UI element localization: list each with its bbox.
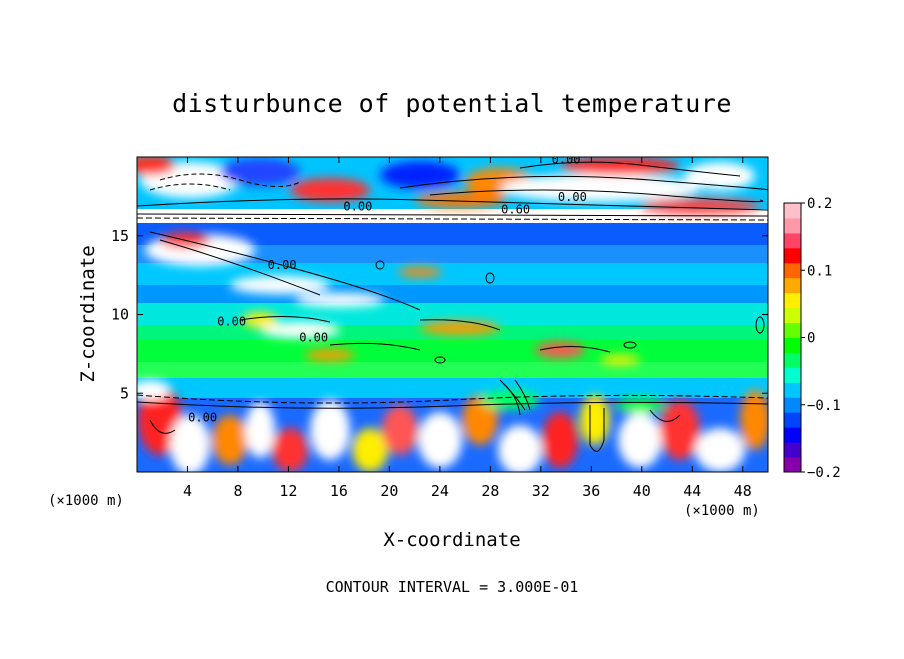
colorbar-swatch (784, 277, 801, 294)
colorbar-swatch (784, 203, 801, 219)
x-tick-label: 32 (532, 482, 550, 500)
contour-label: 0.00 (558, 190, 587, 204)
contour-label: 0.00 (343, 200, 372, 214)
x-tick-label: 44 (683, 482, 701, 500)
colorbar-ticks: 0.2 0.1 0 −0.1 −0.2 (801, 196, 841, 481)
colorbar (784, 203, 801, 473)
x-tick-label: 16 (330, 482, 348, 500)
colorbar-swatch (784, 397, 801, 413)
colorbar-swatch (784, 247, 801, 264)
x-tick-label: 24 (431, 482, 449, 500)
x-tick-label: 4 (183, 482, 192, 500)
contour-label: 0.00 (188, 411, 217, 425)
contour-label: 0.00 (552, 152, 581, 166)
contour-label: 0.00 (268, 258, 297, 272)
x-tick-label: 40 (633, 482, 651, 500)
colorbar-swatch (784, 307, 801, 324)
colorbar-tick-label: −0.1 (807, 398, 841, 414)
x-tick-label: 20 (380, 482, 398, 500)
x-tick-label: 8 (233, 482, 242, 500)
colorbar-tick-label: 0 (807, 331, 815, 347)
turbulence-patches (137, 157, 768, 472)
colorbar-swatch (784, 382, 801, 398)
colorbar-swatch (784, 322, 801, 338)
colorbar-swatch (784, 457, 801, 473)
contour-label: 0.00 (299, 330, 328, 344)
contour-lines (137, 161, 768, 452)
colorbar-swatch (784, 217, 801, 234)
plot-area: 0.00 0.00 0.60 0.00 0.00 0.00 0.00 0.00 (137, 152, 768, 472)
y-axis-title: Z-coordinate (77, 245, 99, 382)
contour-label: 0.60 (501, 203, 530, 217)
y-tick-label: 15 (111, 227, 129, 245)
colorbar-swatch (784, 292, 801, 309)
x-axis-title: X-coordinate (383, 529, 520, 551)
x-tick-label: 48 (734, 482, 752, 500)
contour-interval-note: CONTOUR INTERVAL = 3.000E-01 (326, 578, 579, 596)
colorbar-swatch (784, 352, 801, 368)
contour-labels: 0.00 0.00 0.60 0.00 0.00 0.00 0.00 0.00 (188, 152, 587, 425)
x-unit-label-left: (×1000 m) (48, 493, 124, 509)
y-axis-ticks: 5 10 15 (111, 227, 768, 402)
chart-title: disturbunce of potential temperature (172, 89, 732, 118)
colorbar-swatch (784, 412, 801, 428)
contour-label: 0.00 (217, 315, 246, 329)
colorbar-swatch (784, 427, 801, 443)
colorbar-tick-label: 0.1 (807, 263, 832, 279)
colorbar-swatch (784, 232, 801, 249)
colorbar-swatch (784, 367, 801, 383)
colorbar-swatch (784, 262, 801, 279)
x-axis-ticks: 4 8 12 16 20 24 28 32 36 40 44 48 (183, 157, 752, 500)
colorbar-tick-label: 0.2 (807, 196, 832, 212)
colorbar-swatch (784, 442, 801, 458)
y-tick-label: 10 (111, 306, 129, 324)
y-tick-label: 5 (120, 384, 129, 402)
x-tick-label: 36 (582, 482, 600, 500)
x-tick-label: 28 (481, 482, 499, 500)
x-tick-label: 12 (279, 482, 297, 500)
x-unit-label-right: (×1000 m) (684, 503, 760, 519)
colorbar-tick-label: −0.2 (807, 465, 841, 481)
colorbar-swatch (784, 337, 801, 353)
